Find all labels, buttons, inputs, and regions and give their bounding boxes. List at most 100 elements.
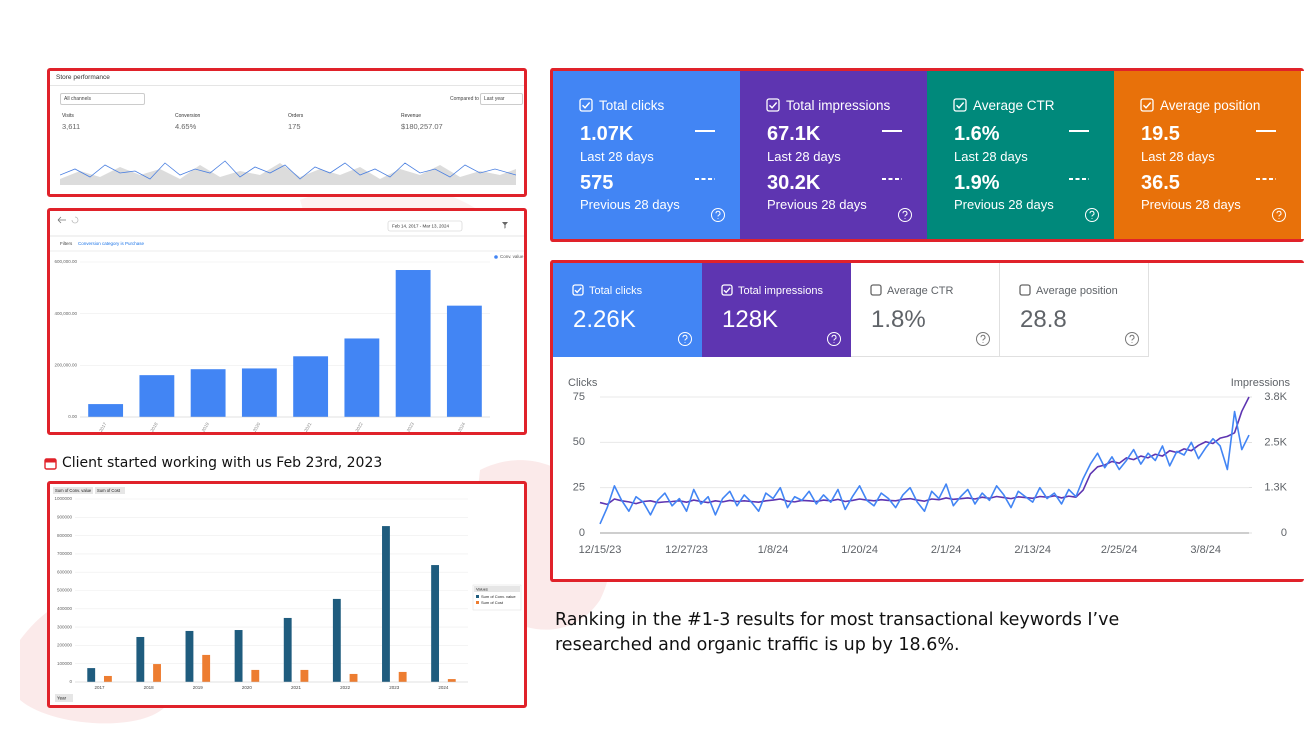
sparkline-decoration [60,160,516,185]
checkbox[interactable] [1019,284,1031,296]
card-previous-period: Previous 28 days [1141,197,1241,212]
legend-label: Conv. value [500,254,524,259]
year-button[interactable] [55,694,73,702]
help-circle [1272,208,1286,222]
help-icon[interactable] [1084,207,1100,223]
x-tick-label: 2021 [303,421,313,432]
metric-card[interactable]: Total clicks 2.26K [553,263,702,357]
help-icon[interactable] [897,207,913,223]
conversion-cost-panel: Sum of Conv. value Sum of Cost Year 0 100… [47,481,527,708]
tick-label: 75 [573,391,585,403]
trend-legend [1069,130,1089,180]
card-previous-value: 1.9% [954,172,1000,194]
metric-value: 4.65% [175,122,197,131]
metric-card[interactable]: Average position 28.8 [1000,263,1149,357]
help-mark [980,334,986,343]
checkbox[interactable] [572,284,584,296]
card-label: Average position [1160,98,1261,113]
bar [251,669,260,682]
tick-label: 400,000.00 [54,311,77,316]
checkbox-box [1019,284,1031,296]
help-icon[interactable] [975,331,991,347]
card-value: 128K [722,306,779,333]
tick-label: 25 [573,482,585,494]
metric-value: $180,257.07 [401,122,443,131]
checkbox-box [572,284,584,296]
bar [136,636,145,682]
help-mark [1129,334,1135,343]
tick-label: 3.8K [1264,391,1287,403]
help-circle [827,332,841,346]
filter-label: Filters [60,241,73,246]
card-value: 19.5 [1141,123,1180,145]
tick-label: 200,000.00 [54,363,77,368]
store-title: Store performance [56,74,110,81]
card-previous-value: 36.5 [1141,172,1180,194]
card-value: 28.8 [1020,306,1067,333]
x-tick-label: 2018 [149,421,159,432]
summary-card[interactable]: Total clicks 1.07K Last 28 days 575 Previous… [553,71,740,239]
trend-legend [695,130,715,180]
help-icon[interactable] [710,207,726,223]
checkbox[interactable] [1140,98,1154,112]
bar [332,598,341,682]
summary-card[interactable]: Average position 19.5 Last 28 days 36.5 Prev… [1114,71,1301,239]
bar [293,356,329,417]
card-period: Last 28 days [1141,149,1215,164]
checkbox[interactable] [953,98,967,112]
help-icon[interactable] [1124,331,1140,347]
metric-label: Conversion [175,113,201,119]
checkbox[interactable] [870,284,882,296]
help-icon[interactable] [677,331,693,347]
comparison-select[interactable]: Last year [480,93,523,105]
tick-label: 0 [69,679,72,684]
help-mark [682,334,688,343]
bar [398,671,407,682]
summary-card[interactable]: Average CTR 1.6% Last 28 days 1.9% Previous … [927,71,1114,239]
metric-card[interactable]: Average CTR 1.8% [851,263,1000,357]
checkbox[interactable] [721,284,733,296]
filter-chip[interactable]: Conversion category is Purchase [78,241,145,246]
gsc-performance-panel: 0 25 50 75 0 1.3K 2.5K 3.8K Clicks Impressions 12/… [550,260,1304,582]
tick-label: 0.00 [68,414,77,419]
bar [234,630,243,682]
summary-card[interactable]: Total impressions 67.1K Last 28 days 30.2K P… [740,71,927,239]
checkbox[interactable] [579,98,593,112]
field-button[interactable] [53,487,93,494]
help-circle [678,332,692,346]
x-tick-label: 2/25/24 [1101,544,1138,556]
metric-card[interactable]: Total impressions 128K [702,263,851,357]
bar [103,675,112,682]
checkbox[interactable] [766,98,780,112]
card-label: Average CTR [887,285,954,297]
divider [50,85,524,86]
y-axis-title: Clicks [568,377,598,389]
x-tick-label: 2/1/24 [931,544,962,556]
x-tick-label: 2023 [406,421,416,432]
bar [447,679,456,682]
card-label: Total clicks [589,285,643,297]
help-circle [976,332,990,346]
card-previous-period: Previous 28 days [767,197,867,212]
x-tick-label: 1/20/24 [841,544,878,556]
x-tick-label: 2020 [252,421,262,432]
undo-icon[interactable] [57,216,66,224]
metric-label: Orders [288,113,304,119]
date-range-select[interactable] [387,220,463,232]
help-icon[interactable] [1271,207,1287,223]
checkbox-tick [582,102,591,109]
x-tick-label: 12/27/23 [665,544,708,556]
channel-select[interactable]: All channels [60,93,145,105]
card-value: 1.8% [871,306,926,333]
checkbox-tick [1143,102,1152,109]
card-previous-value: 575 [580,172,614,194]
card-label: Total clicks [599,98,665,113]
help-icon[interactable] [826,331,842,347]
redo-icon[interactable] [71,216,79,224]
field-button[interactable] [95,487,125,494]
bar [88,404,124,417]
checkbox-tick [956,102,965,109]
filter-icon[interactable] [502,222,508,229]
tick-label: 900000 [57,514,73,519]
